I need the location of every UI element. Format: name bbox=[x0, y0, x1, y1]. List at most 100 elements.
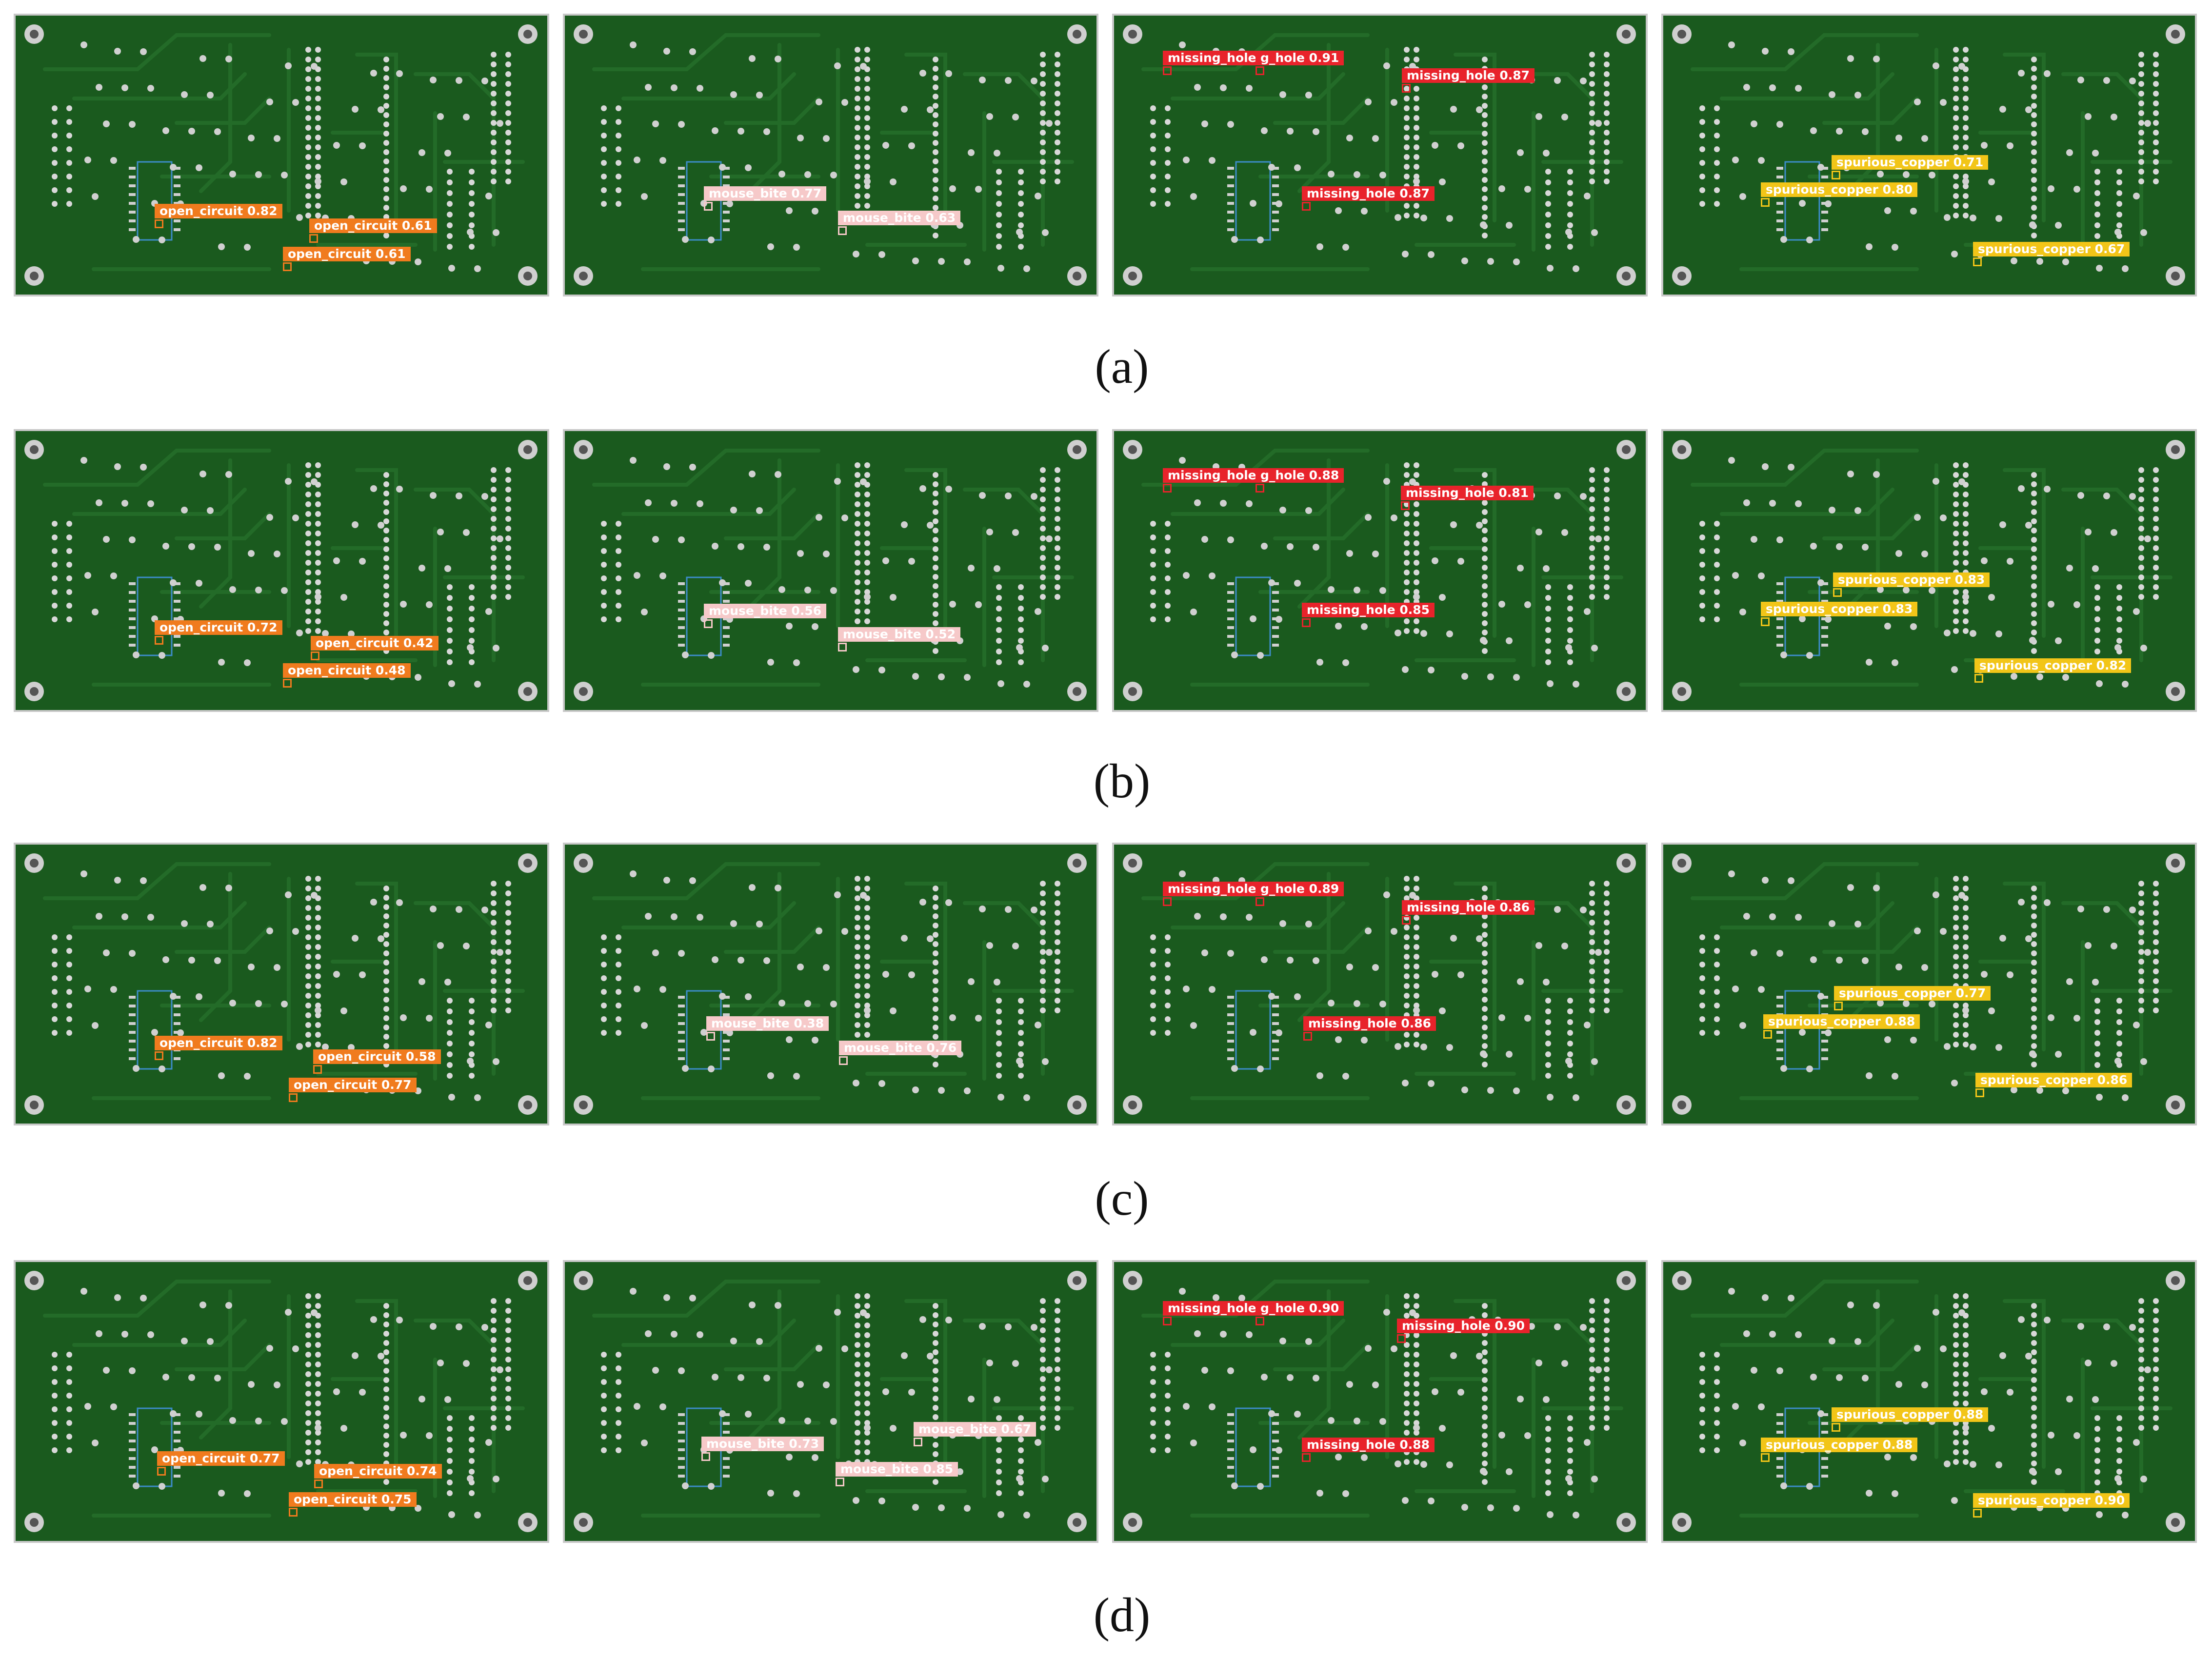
pcb-board bbox=[16, 431, 547, 710]
detection-box bbox=[1974, 674, 1983, 683]
detection-box bbox=[289, 1508, 298, 1517]
pcb-board bbox=[565, 431, 1096, 710]
pcb-panel-missing-hole: missing_hole 0.93 g_hole 0.91 missing_ho… bbox=[1112, 14, 1648, 296]
pcb-board bbox=[16, 1262, 547, 1541]
detection-label: spurious_copper 0.71 bbox=[1832, 155, 1989, 170]
detection-box bbox=[311, 651, 319, 660]
pcb-board bbox=[1114, 1262, 1646, 1541]
detection-box bbox=[155, 636, 163, 645]
detection-label: missing_hole 0.87 bbox=[1402, 68, 1535, 83]
detection-label: spurious_copper 0.82 bbox=[1974, 658, 2132, 673]
detection-label: mouse_bite 0.63 bbox=[838, 211, 961, 225]
detection-label: open_circuit 0.77 bbox=[157, 1451, 285, 1466]
detection-box bbox=[155, 219, 163, 228]
detection-label: mouse_bite 0.76 bbox=[839, 1041, 962, 1055]
pcb-panel-mouse-bite: mouse_bite 0.38 mouse_bite 0.76 bbox=[563, 843, 1098, 1125]
detection-box bbox=[706, 1032, 715, 1041]
detection-box bbox=[1402, 84, 1411, 93]
detection-label: spurious_copper 0.88 bbox=[1763, 1014, 1920, 1029]
detection-box bbox=[1255, 1317, 1264, 1325]
detection-box bbox=[1973, 257, 1982, 266]
detection-label: open_circuit 0.42 bbox=[311, 636, 438, 651]
detection-label: spurious_copper 0.88 bbox=[1832, 1407, 1989, 1422]
detection-box bbox=[1163, 897, 1172, 906]
pcb-panel-spurious-copper: spurious_copper 0.83 spurious_copper 0.8… bbox=[1661, 429, 2197, 712]
detection-label: spurious_copper 0.86 bbox=[1975, 1073, 2132, 1087]
detection-label: mouse_bite 0.52 bbox=[838, 627, 961, 642]
detection-box bbox=[838, 643, 847, 651]
detection-box bbox=[1255, 66, 1264, 75]
detection-box bbox=[1401, 501, 1410, 510]
detection-label: missing_hole 0.86 bbox=[1402, 900, 1535, 915]
detection-label: spurious_copper 0.77 bbox=[1834, 986, 1991, 1001]
detection-box bbox=[1163, 1317, 1172, 1325]
detection-box bbox=[283, 679, 292, 688]
detection-label: open_circuit 0.74 bbox=[314, 1464, 442, 1479]
detection-box bbox=[839, 1056, 848, 1065]
caption-b: (b) bbox=[1093, 754, 1151, 808]
detection-box bbox=[157, 1467, 166, 1476]
detection-label: spurious_copper 0.83 bbox=[1833, 572, 1990, 587]
row-b: open_circuit 0.72 open_circuit 0.42 open… bbox=[14, 429, 2199, 722]
detection-label: g_hole 0.88 bbox=[1255, 468, 1344, 483]
pcb-board bbox=[1663, 1262, 2195, 1541]
detection-label: spurious_copper 0.88 bbox=[1761, 1438, 1918, 1452]
pcb-board bbox=[565, 1262, 1096, 1541]
detection-box bbox=[1832, 171, 1840, 179]
detection-label: open_circuit 0.61 bbox=[309, 218, 437, 233]
detection-label: g_hole 0.90 bbox=[1255, 1301, 1344, 1316]
pcb-panel-spurious-copper: spurious_copper 0.77 spurious_copper 0.8… bbox=[1661, 843, 2197, 1125]
detection-box bbox=[838, 226, 847, 235]
pcb-panel-missing-hole: missing_hole 0.91 g_hole 0.89 missing_ho… bbox=[1112, 843, 1648, 1125]
detection-box bbox=[1975, 1088, 1984, 1097]
row-c: open_circuit 0.82 open_circuit 0.58 open… bbox=[14, 843, 2199, 1135]
detection-box bbox=[309, 234, 318, 243]
detection-label: spurious_copper 0.67 bbox=[1973, 242, 2130, 256]
detection-label: open_circuit 0.58 bbox=[313, 1049, 441, 1064]
detection-box bbox=[914, 1438, 922, 1446]
detection-box bbox=[1163, 484, 1172, 493]
detection-box bbox=[1834, 1002, 1843, 1010]
detection-label: missing_hole 0.86 bbox=[1303, 1016, 1436, 1031]
pcb-panel-spurious-copper: spurious_copper 0.71 spurious_copper 0.8… bbox=[1661, 14, 2197, 296]
detection-box bbox=[289, 1093, 298, 1102]
detection-label: spurious_copper 0.83 bbox=[1761, 602, 1918, 616]
detection-box bbox=[704, 202, 713, 211]
pcb-panel-missing-hole: missing_hole 0.93 g_hole 0.90 missing_ho… bbox=[1112, 1260, 1648, 1543]
detection-label: missing_hole 0.85 bbox=[1302, 603, 1435, 617]
detection-label: g_hole 0.89 bbox=[1255, 882, 1344, 896]
detection-box bbox=[1763, 1030, 1772, 1039]
detection-box bbox=[155, 1051, 163, 1060]
pcb-panel-mouse-bite: mouse_bite 0.56 mouse_bite 0.52 bbox=[563, 429, 1098, 712]
detection-box bbox=[314, 1479, 323, 1488]
detection-label: open_circuit 0.72 bbox=[155, 620, 282, 635]
pcb-board bbox=[565, 16, 1096, 295]
detection-box bbox=[704, 619, 713, 628]
detection-label: open_circuit 0.82 bbox=[155, 1036, 282, 1050]
detection-box bbox=[1302, 618, 1311, 627]
detection-label: mouse_bite 0.38 bbox=[706, 1016, 829, 1031]
detection-label: g_hole 0.91 bbox=[1255, 51, 1344, 65]
pcb-board bbox=[16, 845, 547, 1124]
detection-box bbox=[313, 1065, 322, 1074]
detection-label: open_circuit 0.75 bbox=[289, 1492, 417, 1507]
row-a: open_circuit 0.82 open_circuit 0.61 open… bbox=[14, 14, 2199, 306]
detection-label: missing_hole 0.81 bbox=[1401, 486, 1534, 500]
detection-box bbox=[1302, 202, 1311, 211]
pcb-panel-open-circuit: open_circuit 0.77 open_circuit 0.74 open… bbox=[14, 1260, 549, 1543]
pcb-panel-missing-hole: missing_hole 0.90 g_hole 0.88 missing_ho… bbox=[1112, 429, 1648, 712]
detection-label: mouse_bite 0.85 bbox=[836, 1462, 958, 1477]
detection-label: mouse_bite 0.56 bbox=[704, 604, 827, 618]
detection-box bbox=[1163, 66, 1172, 75]
detection-box bbox=[1302, 1453, 1311, 1462]
detection-label: open_circuit 0.77 bbox=[289, 1078, 417, 1092]
detection-box bbox=[1973, 1509, 1982, 1518]
pcb-board bbox=[1114, 431, 1646, 710]
pcb-panel-mouse-bite: mouse_bite 0.77 mouse_bite 0.63 bbox=[563, 14, 1098, 296]
detection-label: mouse_bite 0.67 bbox=[914, 1422, 1036, 1437]
detection-box bbox=[283, 262, 292, 271]
pcb-board bbox=[565, 845, 1096, 1124]
pcb-board bbox=[16, 16, 547, 295]
detection-label: open_circuit 0.82 bbox=[155, 204, 282, 218]
